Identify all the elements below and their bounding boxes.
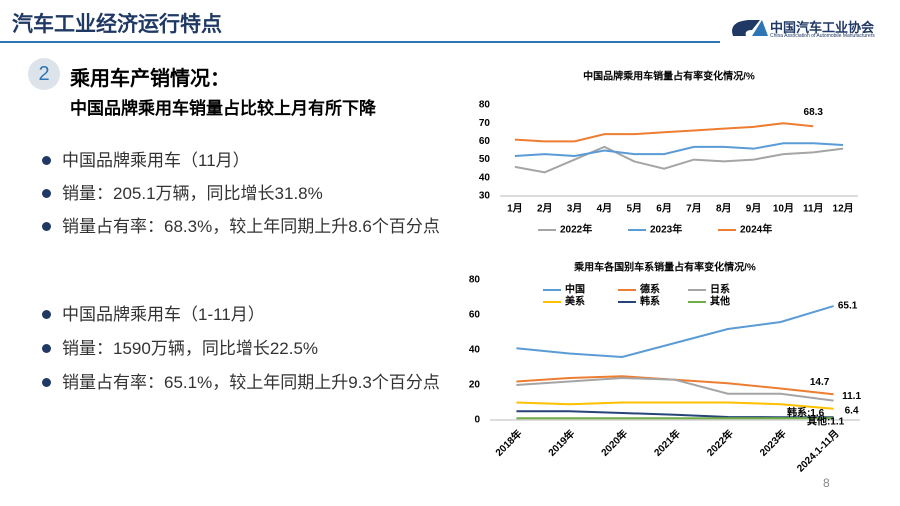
line	[516, 305, 834, 359]
chart-title: 乘用车各国别车系销量占有率变化情况/%	[573, 261, 756, 274]
line	[514, 122, 814, 143]
x-tick-label: 2018年	[492, 427, 524, 459]
x-tick-label: 2020年	[598, 427, 630, 459]
bullet: 中国品牌乘用车（1-11月）	[40, 298, 472, 332]
logo-text-en: China Association of Automobile Manufact…	[770, 33, 875, 39]
data-label: 11.1	[842, 391, 861, 402]
data-label: 14.7	[810, 377, 830, 388]
logo-mark	[752, 20, 768, 36]
logo-mark	[732, 20, 760, 36]
chart-title: 中国品牌乘用车销量占有率变化情况/%	[583, 70, 755, 83]
legend-label: 2023年	[650, 223, 682, 236]
page-number: 8	[823, 476, 830, 490]
x-tick-label: 2023年	[757, 427, 789, 459]
slide-title: 汽车工业经济运行特点	[12, 13, 222, 36]
legend-label: 2022年	[560, 223, 592, 236]
x-tick-label: 2月	[537, 203, 553, 215]
x-tick-label: 11月	[803, 203, 824, 215]
data-label: 6.4	[845, 405, 859, 416]
y-tick-label: 20	[469, 380, 481, 391]
bullet: 销量占有率：68.3%，较上年同期上升8.6个百分点	[40, 210, 472, 244]
legend-label: 德系	[639, 283, 660, 296]
line	[516, 401, 834, 410]
x-tick-label: 8月	[716, 203, 732, 215]
data-label: 韩系:1.6	[787, 406, 825, 419]
section-number: 2	[28, 58, 60, 90]
x-tick-label: 2019年	[545, 427, 577, 459]
x-tick-label: 7月	[686, 203, 702, 215]
data-label: 65.1	[838, 301, 858, 312]
line	[516, 376, 834, 402]
x-tick-label: 5月	[626, 203, 642, 215]
line	[516, 410, 834, 419]
y-tick-label: 30	[479, 191, 491, 202]
x-tick-label: 12月	[833, 203, 854, 215]
legend-label: 2024年	[740, 223, 772, 236]
y-tick-label: 40	[469, 345, 481, 356]
line	[514, 142, 844, 157]
bullet: 销量占有率：65.1%，较上年同期上升9.3个百分点	[40, 366, 472, 400]
section-subheading: 中国品牌乘用车销量占比较上月有所下降	[70, 99, 376, 118]
y-tick-label: 60	[469, 310, 481, 321]
y-tick-label: 60	[479, 136, 491, 147]
y-tick-label: 50	[479, 154, 491, 165]
line	[514, 145, 844, 174]
bullet: 销量：205.1万辆，同比增长31.8%	[40, 177, 472, 211]
legend-label: 美系	[565, 295, 585, 308]
y-tick-label: 80	[469, 275, 481, 286]
y-tick-label: 80	[479, 100, 491, 111]
data-label: 其他:1.1	[807, 415, 845, 428]
x-tick-label: 2021年	[651, 427, 683, 459]
y-tick-label: 0	[474, 415, 480, 426]
legend-label: 日系	[710, 283, 730, 296]
x-tick-label: 2022年	[704, 427, 736, 459]
legend-label: 其他	[710, 295, 730, 308]
section-heading: 乘用车产销情况：	[70, 68, 230, 90]
y-tick-label: 70	[479, 118, 491, 129]
header-rule	[0, 41, 720, 43]
legend-label: 中国	[565, 283, 585, 296]
data-label: 68.3	[804, 107, 824, 118]
legend-label: 韩系	[640, 295, 660, 308]
x-tick-label: 9月	[746, 203, 762, 215]
y-tick-label: 40	[479, 172, 491, 183]
x-tick-label: 4月	[597, 203, 613, 215]
x-tick-label: 10月	[773, 203, 794, 215]
x-tick-label: 1月	[507, 203, 523, 215]
bullet: 中国品牌乘用车（11月）	[40, 144, 472, 178]
x-tick-label: 2024.1-11月	[795, 428, 842, 475]
x-tick-label: 3月	[567, 203, 583, 215]
bullet: 销量：1590万辆，同比增长22.5%	[40, 332, 472, 366]
logo-text: 中国汽车工业协会	[770, 20, 875, 35]
x-tick-label: 6月	[656, 203, 672, 215]
